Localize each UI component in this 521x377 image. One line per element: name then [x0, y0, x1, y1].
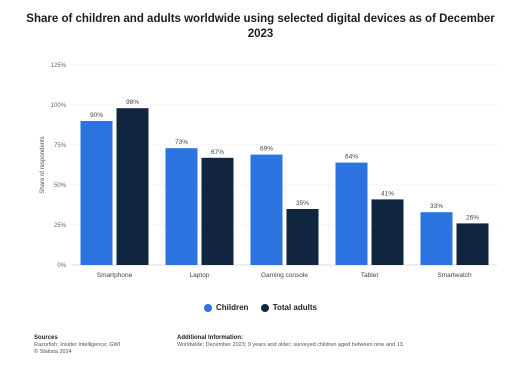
- sources-heading: Sources: [34, 335, 58, 341]
- y-tick-label: 0%: [57, 263, 66, 269]
- additional-info-block: Additional Information: Worldwide; Decem…: [177, 335, 403, 349]
- x-tick-label: Smartwatch: [437, 272, 472, 279]
- data-label: 67%: [211, 149, 224, 156]
- x-tick-label: Gaming console: [261, 272, 308, 279]
- legend-label-total-adults: Total adults: [272, 303, 317, 312]
- data-label: 98%: [126, 99, 139, 106]
- x-tick-label: Laptop: [190, 272, 210, 279]
- bar-children: [420, 212, 453, 265]
- y-tick-label: 75%: [54, 143, 67, 149]
- y-tick-label: 25%: [54, 223, 67, 229]
- bars-layer: 90% 98% Smartphone 73% 67% Laptop 69% 35% Gaming…: [80, 99, 489, 279]
- data-label: 33%: [430, 203, 443, 210]
- bar-total-adults: [201, 157, 234, 265]
- bar-total-adults: [286, 209, 319, 265]
- bar-total-adults: [116, 108, 149, 265]
- x-tick-label: Tablet: [361, 272, 379, 279]
- additional-info-text: Worldwide; December 2023; 9 years and ol…: [177, 342, 403, 348]
- sources-block: Sources Razorfish; Insider Intelligence;…: [34, 335, 120, 356]
- bar-children: [80, 121, 113, 265]
- bar-chart: 0% 25% 50% 75% 100% 125% 90% 98% Smartphone 73% 6…: [40, 63, 497, 279]
- bar-total-adults: [456, 223, 489, 265]
- y-tick-label: 100%: [51, 103, 67, 109]
- y-tick-label: 50%: [54, 183, 67, 189]
- legend-item-total-adults[interactable]: Total adults: [260, 303, 317, 312]
- x-tick-label: Smartphone: [97, 272, 133, 279]
- data-label: 26%: [466, 214, 479, 221]
- bar-children: [335, 162, 368, 265]
- data-label: 41%: [381, 190, 394, 197]
- legend-item-children[interactable]: Children: [204, 303, 248, 312]
- data-label: 64%: [345, 154, 358, 161]
- y-tick-label: 125%: [51, 63, 67, 69]
- data-label: 73%: [175, 139, 188, 146]
- sources-line-2: © Statista 2024: [34, 349, 72, 355]
- legend-swatch-children: [204, 303, 212, 312]
- bar-total-adults: [371, 199, 404, 265]
- legend: Children Total adults: [0, 303, 521, 314]
- data-label: 69%: [260, 146, 273, 153]
- additional-info-heading: Additional Information:: [177, 335, 243, 341]
- legend-label-children: Children: [216, 303, 249, 312]
- bar-children: [165, 148, 198, 265]
- bar-children: [250, 154, 283, 265]
- sources-line-1: Razorfish; Insider Intelligence; GWI: [34, 342, 121, 348]
- y-axis-label: Share of respondents: [40, 136, 46, 193]
- data-label: 35%: [296, 200, 309, 207]
- data-label: 90%: [90, 112, 103, 119]
- chart-title: Share of children and adults worldwide u…: [26, 13, 495, 40]
- legend-swatch-total-adults: [260, 303, 269, 312]
